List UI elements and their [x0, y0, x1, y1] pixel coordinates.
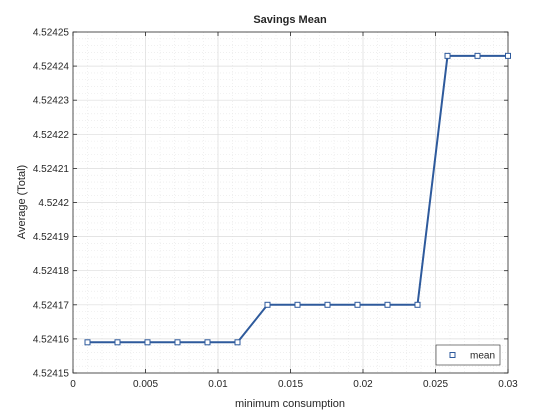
- y-tick-label: 4.52421: [33, 164, 70, 175]
- y-tick-label: 4.52425: [33, 28, 70, 39]
- data-point: [444, 52, 451, 59]
- y-tick-label: 4.52415: [33, 369, 70, 380]
- y-tick-label: 4.52424: [33, 62, 70, 73]
- data-point: [234, 339, 241, 346]
- y-tick-label: 4.5242: [38, 198, 69, 209]
- legend: mean: [435, 344, 501, 366]
- y-tick-label: 4.52416: [33, 334, 70, 345]
- x-tick-label: 0.01: [208, 379, 228, 390]
- data-point: [324, 301, 331, 308]
- x-axis-label: minimum consumption: [235, 398, 345, 410]
- legend-box: [435, 344, 501, 366]
- x-tick-label: 0.005: [133, 379, 158, 390]
- y-tick-label: 4.52418: [33, 266, 70, 277]
- x-tick-label: 0.02: [353, 379, 373, 390]
- data-point: [354, 301, 361, 308]
- axes-box: [72, 31, 509, 374]
- y-tick-label: 4.52422: [33, 130, 70, 141]
- y-axis-label: Average (Total): [16, 165, 28, 239]
- y-tick-label: 4.52417: [33, 300, 70, 311]
- legend-label: mean: [470, 351, 495, 362]
- data-point: [174, 339, 181, 346]
- data-point: [84, 339, 91, 346]
- data-point: [264, 301, 271, 308]
- data-point: [474, 52, 481, 59]
- x-tick-label: 0: [70, 379, 76, 390]
- series-mean: [84, 52, 511, 346]
- data-point: [114, 339, 121, 346]
- data-point: [144, 339, 151, 346]
- data-point: [294, 301, 301, 308]
- data-point: [204, 339, 211, 346]
- chart-title: Savings Mean: [253, 14, 327, 26]
- y-tick-label: 4.52419: [33, 232, 70, 243]
- data-point: [505, 52, 511, 59]
- x-tick-label: 0.025: [423, 379, 448, 390]
- x-tick-label: 0.03: [498, 379, 518, 390]
- y-tick-label: 4.52423: [33, 96, 70, 107]
- major-grid: 0 0.005 0.01 0.015 0.02 0.025 0.03 4.52415 4.524…: [33, 28, 518, 391]
- legend-marker: [449, 352, 456, 358]
- data-point: [384, 301, 391, 308]
- x-tick-label: 0.015: [278, 379, 303, 390]
- data-point: [414, 301, 421, 308]
